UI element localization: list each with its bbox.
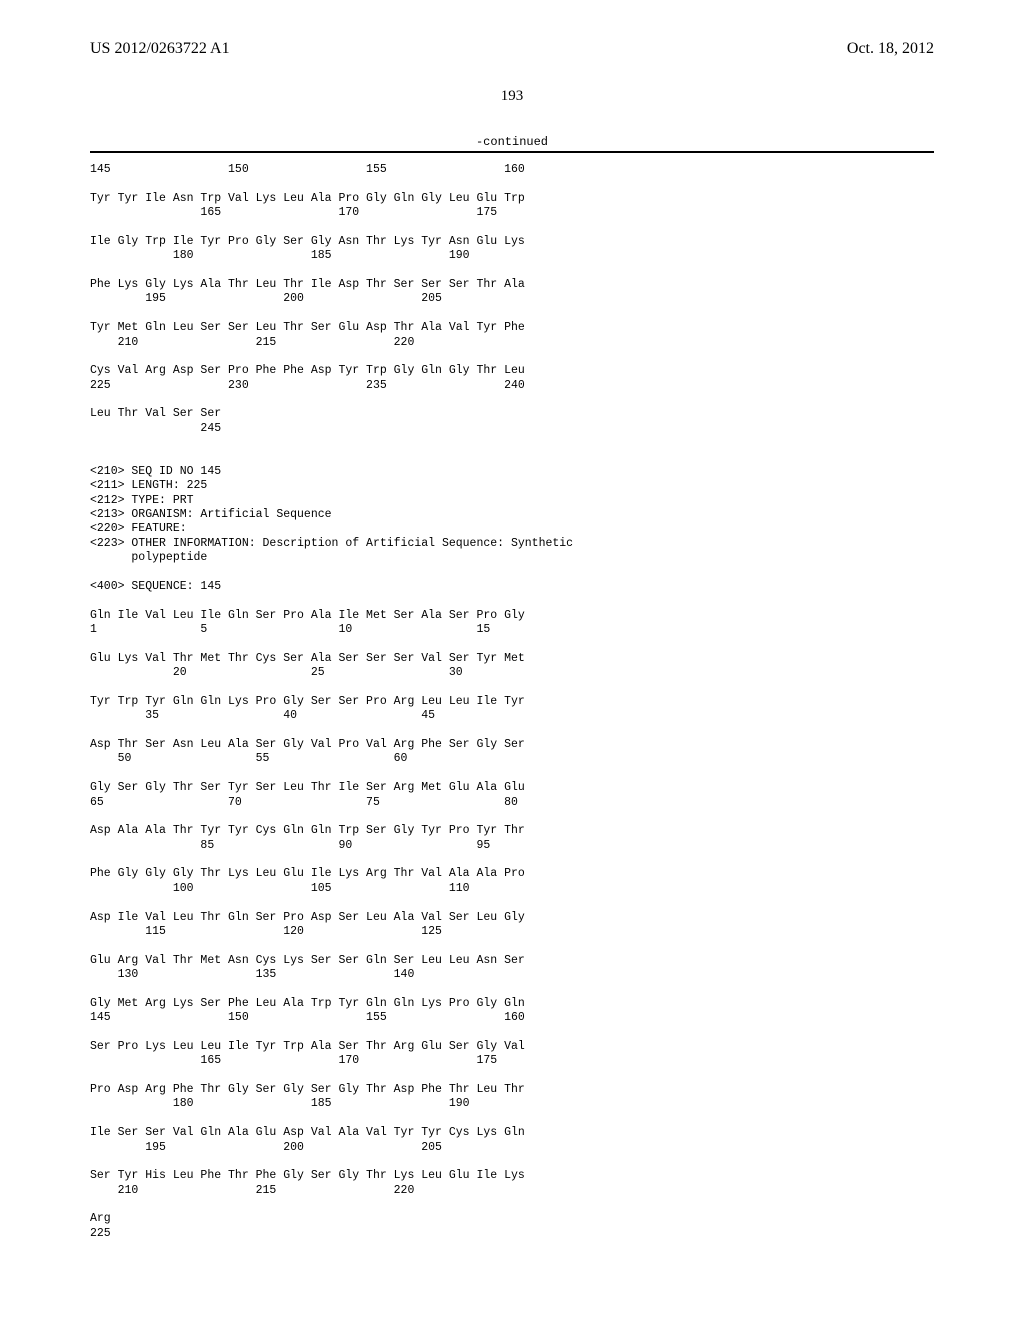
page-number: 193 [90, 88, 934, 105]
divider-top [90, 151, 934, 153]
publication-number: US 2012/0263722 A1 [90, 40, 230, 58]
sequence-listing: 145 150 155 160 Tyr Tyr Ile Asn Trp Val … [90, 163, 934, 1241]
publication-date: Oct. 18, 2012 [847, 40, 934, 58]
continued-label: -continued [90, 135, 934, 149]
page-header: US 2012/0263722 A1 Oct. 18, 2012 [90, 40, 934, 58]
page-container: US 2012/0263722 A1 Oct. 18, 2012 193 -co… [0, 0, 1024, 1320]
